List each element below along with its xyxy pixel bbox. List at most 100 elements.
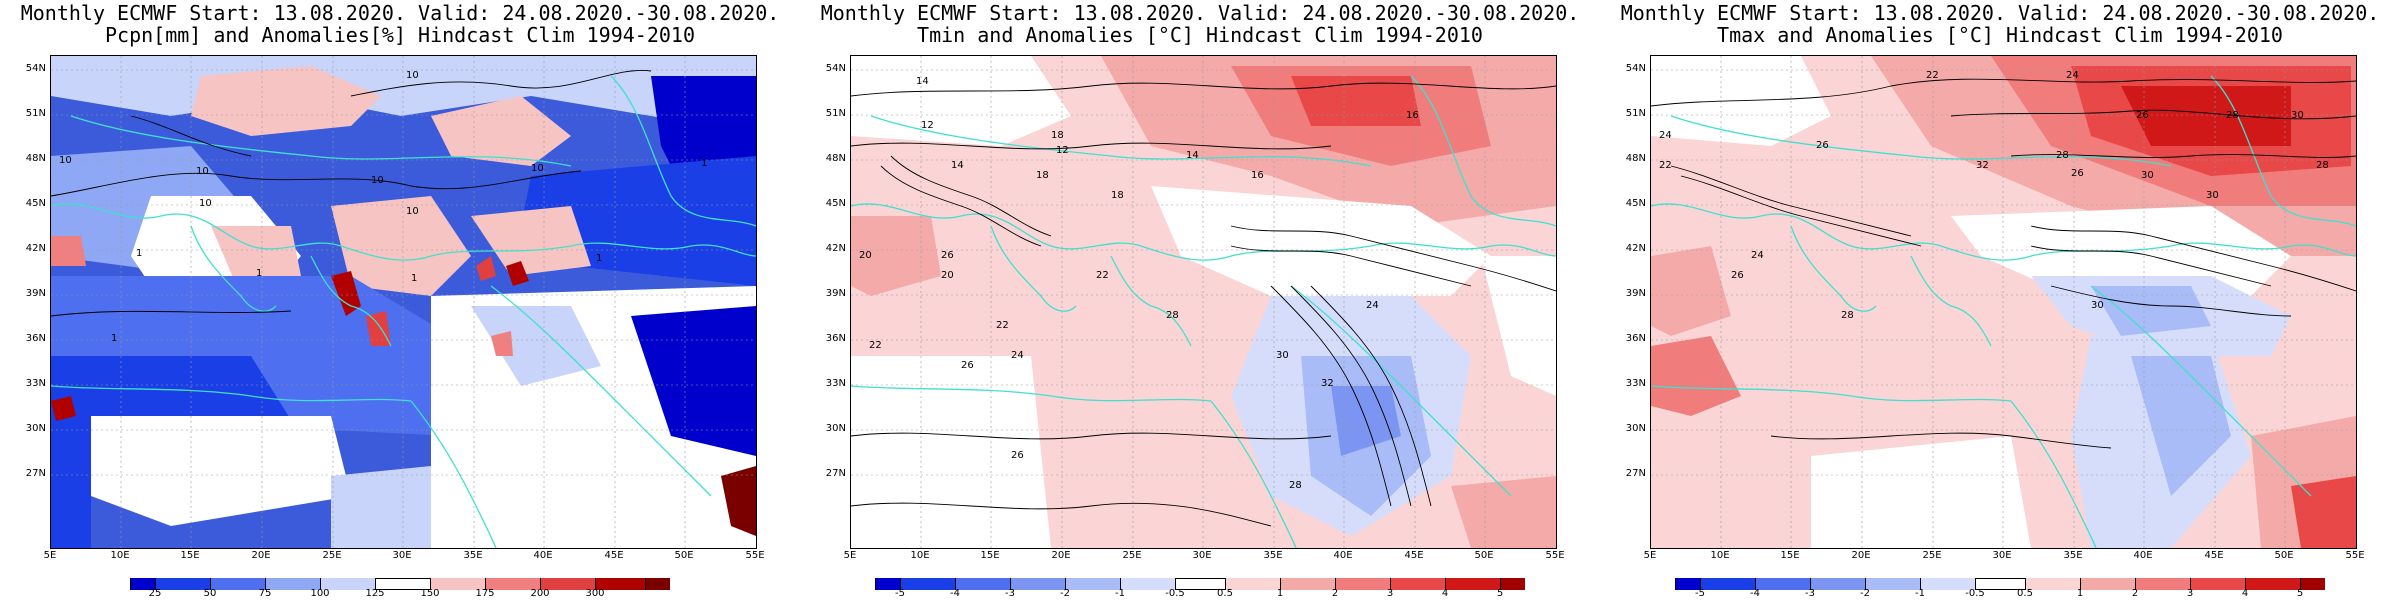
contour-label: 26 <box>2136 110 2149 121</box>
contour-label: 28 <box>2226 110 2239 121</box>
contour-label: 1 <box>701 158 707 169</box>
contour-label: 30 <box>2091 300 2104 311</box>
contour-label: 26 <box>961 360 974 371</box>
lat-label: 39N <box>1625 288 1646 299</box>
contour-label: 1 <box>596 253 602 264</box>
contour-label: 16 <box>1251 170 1264 181</box>
contour-label: 28 <box>2056 150 2069 161</box>
contour-label: 10 <box>371 175 384 186</box>
lon-label: 50E <box>1474 550 1494 561</box>
lon-label: 10E <box>910 550 930 561</box>
colorbar-label: 2 <box>2131 588 2139 599</box>
panel-tmin: Monthly ECMWF Start: 13.08.2020. Valid: … <box>800 0 1600 600</box>
lat-label: 27N <box>825 468 846 479</box>
colorbar-label: 1 <box>1276 588 1284 599</box>
lon-label: 15E <box>980 550 1000 561</box>
panel-subtitle: Tmin and Anomalies [°C] Hindcast Clim 19… <box>917 23 1483 47</box>
lon-label: 40E <box>1333 550 1353 561</box>
contour-label: 30 <box>2141 170 2154 181</box>
lon-label: 20E <box>1051 550 1071 561</box>
colorbar-label: -3 <box>1805 588 1815 599</box>
panel-title: Monthly ECMWF Start: 13.08.2020. Valid: … <box>820 1 1580 25</box>
lon-label: 20E <box>251 550 271 561</box>
contour-label: 18 <box>1036 170 1049 181</box>
colorbar-label: -3 <box>1005 588 1015 599</box>
colorbar-label: -5 <box>1695 588 1705 599</box>
contour-label: 18 <box>1051 130 1064 141</box>
contour-label: 22 <box>1096 270 1109 281</box>
colorbar-label: 200 <box>530 588 550 599</box>
contour-label: 14 <box>951 160 964 171</box>
lat-label: 39N <box>25 288 46 299</box>
lat-label: 42N <box>25 243 46 254</box>
lat-label: 39N <box>825 288 846 299</box>
contour-label: 32 <box>1976 160 1989 171</box>
colorbar-label: -4 <box>1750 588 1760 599</box>
lon-label: 30E <box>392 550 412 561</box>
contour-label: 10 <box>196 166 209 177</box>
contour-label: 10 <box>59 155 72 166</box>
lon-label: 45E <box>604 550 624 561</box>
colorbar-label: 150 <box>420 588 440 599</box>
lon-label: 55E <box>1545 550 1565 561</box>
panel-title: Monthly ECMWF Start: 13.08.2020. Valid: … <box>1620 1 2380 25</box>
lon-label: 55E <box>745 550 765 561</box>
contour-label: 10 <box>199 198 212 209</box>
panel-precipitation: Monthly ECMWF Start: 13.08.2020. Valid: … <box>0 0 800 600</box>
lat-label: 45N <box>825 198 846 209</box>
panel-subtitle: Tmax and Anomalies [°C] Hindcast Clim 19… <box>1717 23 2283 47</box>
colorbar <box>1675 578 2325 590</box>
colorbar-label: 1 <box>2076 588 2084 599</box>
lon-label: 25E <box>1122 550 1142 561</box>
colorbar-label: 5 <box>1496 588 1504 599</box>
colorbar-label: 100 <box>310 588 330 599</box>
colorbar-label: 3 <box>1386 588 1394 599</box>
contour-label: 24 <box>1366 300 1379 311</box>
colorbar-label: -1 <box>1915 588 1925 599</box>
colorbar-label: 5 <box>2296 588 2304 599</box>
contour-label: 24 <box>2066 70 2079 81</box>
contour-label: 20 <box>941 270 954 281</box>
lon-label: 15E <box>1780 550 1800 561</box>
contour-label: 26 <box>1011 450 1024 461</box>
colorbar-label: -1 <box>1115 588 1125 599</box>
contour-label: 22 <box>996 320 1009 331</box>
contour-label: 10 <box>531 163 544 174</box>
lat-label: 54N <box>25 63 46 74</box>
contour-label: 28 <box>1841 310 1854 321</box>
contour-label: 14 <box>1186 150 1199 161</box>
contour-label: 26 <box>1731 270 1744 281</box>
lon-label: 10E <box>1710 550 1730 561</box>
lon-label: 45E <box>2204 550 2224 561</box>
lon-label: 10E <box>110 550 130 561</box>
lon-label: 50E <box>674 550 694 561</box>
lat-label: 33N <box>25 378 46 389</box>
panel-subtitle: Pcpn[mm] and Anomalies[%] Hindcast Clim … <box>104 23 695 47</box>
contour-label: 12 <box>921 120 934 131</box>
contour-label: 22 <box>869 340 882 351</box>
lon-label: 35E <box>463 550 483 561</box>
colorbar-label: 2 <box>1331 588 1339 599</box>
lon-label: 35E <box>1263 550 1283 561</box>
contour-label: 32 <box>1321 378 1334 389</box>
contour-label: 1 <box>411 273 417 284</box>
lon-label: 35E <box>2063 550 2083 561</box>
lon-label: 45E <box>1404 550 1424 561</box>
colorbar-label: 75 <box>258 588 272 599</box>
contour-label: 1 <box>136 248 142 259</box>
panel-tmax: Monthly ECMWF Start: 13.08.2020. Valid: … <box>1600 0 2400 600</box>
lat-label: 33N <box>825 378 846 389</box>
contour-label: 26 <box>1816 140 1829 151</box>
contour-label: 28 <box>1166 310 1179 321</box>
tmin-map: 14 16 12 14 18 18 12 14 16 22 24 26 20 2… <box>850 55 1557 549</box>
lon-label: 15E <box>180 550 200 561</box>
lat-label: 27N <box>25 468 46 479</box>
contour-label: 16 <box>1406 110 1419 121</box>
colorbar-label: 4 <box>1441 588 1449 599</box>
contour-label: 22 <box>1659 160 1672 171</box>
lat-label: 54N <box>825 63 846 74</box>
lon-label: 5E <box>843 550 857 561</box>
lat-label: 48N <box>825 153 846 164</box>
contour-label: 22 <box>1926 70 1939 81</box>
lat-label: 27N <box>1625 468 1646 479</box>
